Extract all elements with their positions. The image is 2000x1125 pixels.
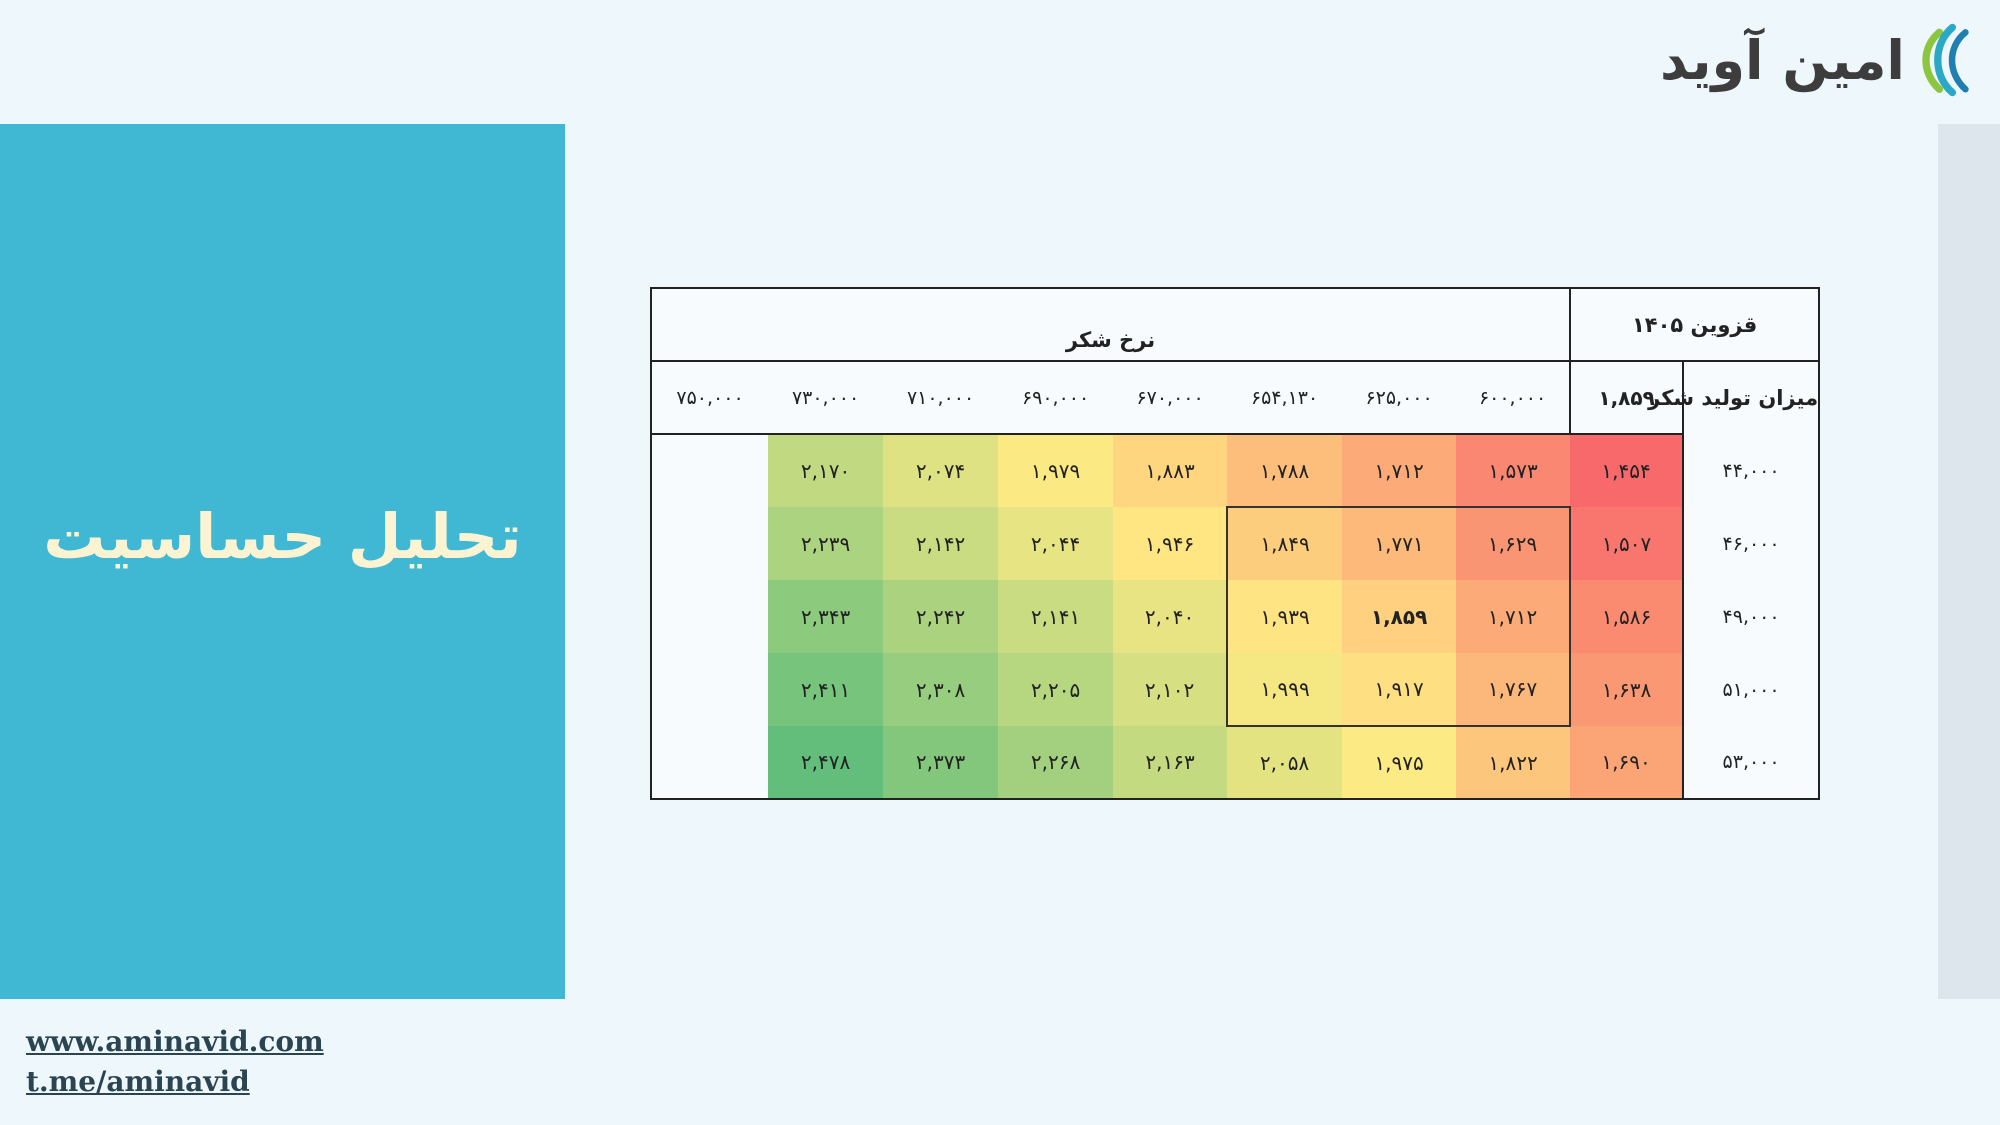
sensitivity-value-cell: ۱,۹۱۷ <box>1342 653 1457 727</box>
sensitivity-value-cell: ۱,۵۰۷ <box>1570 507 1684 580</box>
table-row: ۴۶,۰۰۰ ۱,۵۰۷ ۱,۶۲۹ ۱,۷۷۱ ۱,۸۴۹ ۱,۹۴۶ ۲,۰۴۴ ۲,۱۴… <box>651 506 1820 580</box>
production-value-cell: ۴۹,۰۰۰ <box>1682 580 1820 653</box>
sensitivity-value-cell: ۲,۱۰۲ <box>1113 653 1228 726</box>
sensitivity-value-cell: ۲,۰۵۸ <box>1227 726 1343 799</box>
sensitivity-value-cell: ۱,۹۹۹ <box>1226 653 1343 727</box>
rate-header-cell: ۷۱۰,۰۰۰ <box>883 361 999 435</box>
sensitivity-value-cell: ۲,۳۴۳ <box>768 580 884 653</box>
right-side-strip <box>1938 124 2000 999</box>
sensitivity-value-cell: ۱,۶۹۰ <box>1570 726 1684 799</box>
page-title: تحلیل حساسیت <box>43 500 522 573</box>
brand-name: امین آوید <box>1660 28 1905 92</box>
rate-header-cell: ۶۵۴,۱۳۰ <box>1227 361 1343 435</box>
sensitivity-value-cell: ۱,۴۵۴ <box>1570 434 1684 507</box>
sensitivity-value-cell: ۱,۹۷۹ <box>998 434 1114 507</box>
sensitivity-value-cell: ۲,۲۰۵ <box>998 653 1114 726</box>
production-axis-label: میزان تولید شکر <box>1648 361 1820 434</box>
sensitivity-value-cell: ۱,۹۴۶ <box>1113 507 1228 580</box>
sensitivity-value-cell: ۱,۹۷۵ <box>1342 726 1457 799</box>
rate-header-cell: ۶۷۰,۰۰۰ <box>1113 361 1228 435</box>
sensitivity-value-cell: ۲,۲۳۹ <box>768 507 884 580</box>
sensitivity-value-cell: ۱,۷۱۲ <box>1456 580 1572 653</box>
sensitivity-value-cell: ۲,۰۴۴ <box>998 507 1114 580</box>
sensitivity-value-cell: ۲,۱۶۳ <box>1113 726 1228 799</box>
sensitivity-value-cell: ۲,۱۴۱ <box>998 580 1114 653</box>
sensitivity-value-cell: ۱,۸۸۳ <box>1113 434 1228 507</box>
table-row: ۵۳,۰۰۰ ۱,۶۹۰ ۱,۸۲۲ ۱,۹۷۵ ۲,۰۵۸ ۲,۱۶۳ ۲,۲۶۸ ۲,۳۷… <box>651 726 1820 799</box>
title-panel <box>0 124 565 999</box>
website-link[interactable]: www.aminavid.com <box>26 1025 324 1058</box>
sensitivity-value-cell: ۱,۸۵۹ <box>1342 580 1457 653</box>
rate-header-cell: ۶۲۵,۰۰۰ <box>1342 361 1457 435</box>
table-row: ۵۱,۰۰۰ ۱,۶۳۸ ۱,۷۶۷ ۱,۹۱۷ ۱,۹۹۹ ۲,۱۰۲ ۲,۲۰۵ ۲,۳۰… <box>651 653 1820 727</box>
sensitivity-value-cell: ۱,۸۴۹ <box>1226 506 1343 580</box>
base-value-cell: ۱,۸۵۹ <box>1569 361 1684 435</box>
rate-axis-header: نرخ شکر <box>651 288 1571 362</box>
sensitivity-value-cell: ۱,۵۸۶ <box>1570 580 1684 653</box>
sensitivity-value-cell: ۱,۹۳۹ <box>1226 580 1343 653</box>
sensitivity-value-cell: ۲,۱۷۰ <box>768 434 884 507</box>
sensitivity-value-cell: ۲,۳۰۸ <box>883 653 999 726</box>
production-value-cell: ۴۶,۰۰۰ <box>1682 507 1820 580</box>
sensitivity-value-cell: ۱,۷۶۷ <box>1456 653 1572 727</box>
telegram-link[interactable]: t.me/aminavid <box>26 1065 250 1098</box>
sensitivity-value-cell: ۱,۷۷۱ <box>1342 506 1457 580</box>
contact-links: www.aminavid.com t.me/aminavid <box>26 1022 324 1102</box>
rate-header-cell: ۷۵۰,۰۰۰ <box>651 361 769 435</box>
sensitivity-value-cell: ۲,۰۷۴ <box>883 434 999 507</box>
production-value-cell: ۴۴,۰۰۰ <box>1682 434 1820 507</box>
sensitivity-value-cell: ۱,۵۷۳ <box>1456 434 1571 507</box>
sensitivity-value-cell: ۲,۲۶۸ <box>998 726 1114 799</box>
sensitivity-value-cell: ۲,۴۷۸ <box>768 726 884 799</box>
sensitivity-value-cell: ۲,۰۴۰ <box>1113 580 1228 653</box>
rate-header-cell: ۶۰۰,۰۰۰ <box>1456 361 1571 435</box>
sensitivity-value-cell: ۲,۱۴۲ <box>883 507 999 580</box>
sensitivity-value-cell: ۱,۶۳۸ <box>1570 653 1684 726</box>
sensitivity-table: قزوین ۱۴۰۵ نرخ شکر میزان تولید شکر ۱,۸۵۹… <box>650 287 1821 800</box>
sensitivity-value-cell: ۱,۷۸۸ <box>1227 434 1343 507</box>
table-row: ۴۹,۰۰۰ ۱,۵۸۶ ۱,۷۱۲ ۱,۸۵۹ ۱,۹۳۹ ۲,۰۴۰ ۲,۱۴۱ ۲,۲۴… <box>651 580 1820 653</box>
production-value-cell: ۵۱,۰۰۰ <box>1682 653 1820 726</box>
sensitivity-value-cell: ۱,۸۲۲ <box>1456 726 1571 799</box>
table-row: ۴۴,۰۰۰ ۱,۴۵۴ ۱,۵۷۳ ۱,۷۱۲ ۱,۷۸۸ ۱,۸۸۳ ۱,۹۷۹ ۲,۰۷… <box>651 434 1820 507</box>
sensitivity-value-cell: ۲,۲۴۲ <box>883 580 999 653</box>
rate-header-cell: ۷۳۰,۰۰۰ <box>768 361 884 435</box>
location-header: قزوین ۱۴۰۵ <box>1569 288 1820 362</box>
amin-avid-logo-icon <box>1922 23 1969 97</box>
sensitivity-value-cell: ۱,۷۱۲ <box>1342 434 1457 507</box>
rate-header-cell: ۶۹۰,۰۰۰ <box>998 361 1114 435</box>
sensitivity-value-cell: ۲,۴۱۱ <box>768 653 884 726</box>
sensitivity-value-cell: ۱,۶۲۹ <box>1456 506 1572 580</box>
production-value-cell: ۵۳,۰۰۰ <box>1682 726 1820 799</box>
brand-logo: امین آوید <box>1660 10 1980 110</box>
sensitivity-value-cell: ۲,۳۷۳ <box>883 726 999 799</box>
